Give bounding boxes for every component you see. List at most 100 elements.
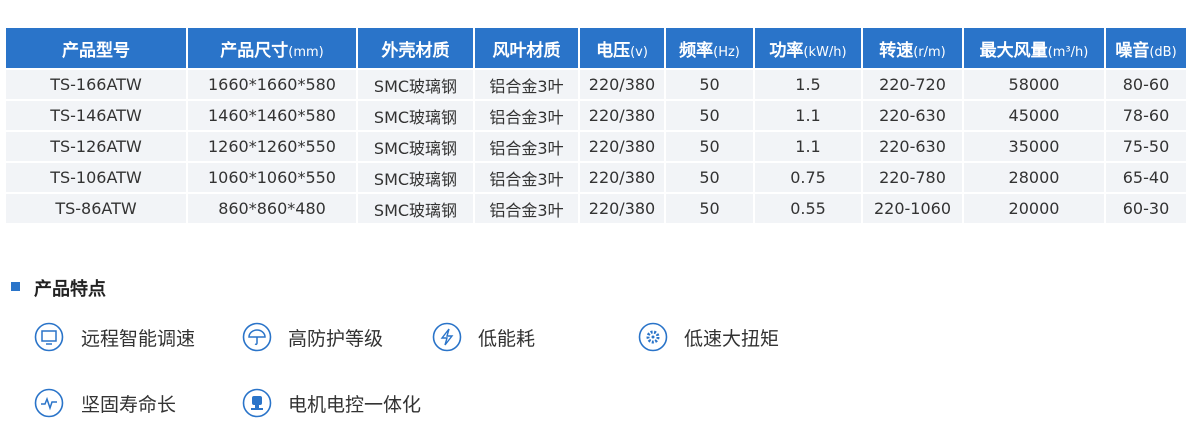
table-cell: 220-780 <box>863 163 962 192</box>
header-name: 频率 <box>679 40 714 61</box>
icon-torque <box>638 322 668 352</box>
table-cell: 1.1 <box>755 101 861 130</box>
header-cell: 功率(kW/h) <box>755 28 861 68</box>
section-marker <box>11 282 20 291</box>
header-unit: (kW/h) <box>803 44 847 60</box>
table-cell: 0.55 <box>755 194 861 223</box>
icon-protect <box>242 322 272 352</box>
table-cell: 35000 <box>964 132 1104 161</box>
table-cell: 220/380 <box>580 70 664 99</box>
table-cell: 1060*1060*550 <box>188 163 356 192</box>
header-cell: 电压(v) <box>580 28 664 68</box>
table-cell: TS-146ATW <box>6 101 186 130</box>
header-name: 风叶材质 <box>492 40 561 61</box>
header-unit: (v) <box>630 44 648 60</box>
table-cell: TS-166ATW <box>6 70 186 99</box>
header-unit: (m³/h) <box>1047 44 1089 60</box>
table-cell: 50 <box>666 132 753 161</box>
feature: 坚固寿命长 <box>81 394 177 416</box>
spec-table: 产品型号 产品尺寸(mm) 外壳材质 风叶材质 电压(v) 频率(Hz) 功率(kW/h) 转… <box>4 26 1188 225</box>
header-unit: (mm) <box>288 44 324 60</box>
header-cell: 风叶材质 <box>475 28 578 68</box>
icon-durable <box>34 388 64 418</box>
table-cell: SMC玻璃钢 <box>358 194 473 223</box>
header-cell: 频率(Hz) <box>666 28 753 68</box>
table-cell: 78-60 <box>1106 101 1186 130</box>
header-name: 最大风量 <box>979 40 1048 61</box>
table-cell: 20000 <box>964 194 1104 223</box>
table-cell: TS-106ATW <box>6 163 186 192</box>
table-cell: 1.1 <box>755 132 861 161</box>
header-name: 转速 <box>879 40 914 61</box>
feature: 高防护等级 <box>288 328 384 350</box>
header-unit: (r/m) <box>913 44 946 60</box>
table-cell: 28000 <box>964 163 1104 192</box>
header-unit: (Hz) <box>713 44 740 60</box>
header-name: 外壳材质 <box>381 40 450 61</box>
header-name: 产品型号 <box>62 40 130 61</box>
table-cell: 220-630 <box>863 132 962 161</box>
feature: 低能耗 <box>478 328 536 350</box>
table-cell: 58000 <box>964 70 1104 99</box>
icon-remote <box>34 322 64 352</box>
table-cell: 50 <box>666 101 753 130</box>
table-cell: SMC玻璃钢 <box>358 163 473 192</box>
header-cell: 最大风量(m³/h) <box>964 28 1104 68</box>
table-cell: 220/380 <box>580 101 664 130</box>
header-cell: 外壳材质 <box>358 28 473 68</box>
header-cell: 产品尺寸(mm) <box>188 28 356 68</box>
table-cell: 铝合金3叶 <box>475 70 578 99</box>
header-cell: 噪音(dB) <box>1106 28 1186 68</box>
table-cell: 45000 <box>964 101 1104 130</box>
header-cell: 产品型号 <box>6 28 186 68</box>
table-cell: 220-630 <box>863 101 962 130</box>
feature: 远程智能调速 <box>81 328 196 350</box>
feature: 低速大扭矩 <box>684 328 780 350</box>
table-cell: 65-40 <box>1106 163 1186 192</box>
table-cell: 220/380 <box>580 194 664 223</box>
table-cell: 1260*1260*550 <box>188 132 356 161</box>
table-body: TS-166ATW 1660*1660*580 SMC玻璃钢 铝合金3叶 220/380… <box>6 70 1186 223</box>
table-cell: 220/380 <box>580 163 664 192</box>
table-row: TS-146ATW 1460*1460*580 SMC玻璃钢 铝合金3叶 220/380… <box>6 101 1186 130</box>
table-cell: SMC玻璃钢 <box>358 101 473 130</box>
header-name: 电压 <box>596 40 631 61</box>
table-cell: 860*860*480 <box>188 194 356 223</box>
table-row: TS-166ATW 1660*1660*580 SMC玻璃钢 铝合金3叶 220/380… <box>6 70 1186 99</box>
icon-energy <box>432 322 462 352</box>
table-cell: 75-50 <box>1106 132 1186 161</box>
icon-integrated <box>242 388 272 418</box>
header-row: 产品型号 产品尺寸(mm) 外壳材质 风叶材质 电压(v) 频率(Hz) 功率(kW/h) 转… <box>6 28 1186 68</box>
table-cell: 60-30 <box>1106 194 1186 223</box>
table-cell: 220-720 <box>863 70 962 99</box>
table-cell: 50 <box>666 194 753 223</box>
table-cell: 220-1060 <box>863 194 962 223</box>
table-cell: 铝合金3叶 <box>475 163 578 192</box>
table-cell: SMC玻璃钢 <box>358 132 473 161</box>
table-row: TS-126ATW 1260*1260*550 SMC玻璃钢 铝合金3叶 220/380… <box>6 132 1186 161</box>
table-cell: 1660*1660*580 <box>188 70 356 99</box>
header-name: 产品尺寸 <box>220 40 289 61</box>
table-cell: SMC玻璃钢 <box>358 70 473 99</box>
header-name: 功率 <box>769 40 804 61</box>
table-cell: TS-86ATW <box>6 194 186 223</box>
header-cell: 转速(r/m) <box>863 28 962 68</box>
table-cell: 铝合金3叶 <box>475 101 578 130</box>
table-cell: 50 <box>666 70 753 99</box>
feature: 电机电控一体化 <box>288 394 422 416</box>
table-cell: 220/380 <box>580 132 664 161</box>
table-cell: 0.75 <box>755 163 861 192</box>
table-cell: 铝合金3叶 <box>475 132 578 161</box>
header-unit: (dB) <box>1149 44 1177 60</box>
table-cell: 50 <box>666 163 753 192</box>
table-cell: 1.5 <box>755 70 861 99</box>
table-cell: TS-126ATW <box>6 132 186 161</box>
table-row: TS-106ATW 1060*1060*550 SMC玻璃钢 铝合金3叶 220/380… <box>6 163 1186 192</box>
table-row: TS-86ATW 860*860*480 SMC玻璃钢 铝合金3叶 220/380 50 0… <box>6 194 1186 223</box>
table-cell: 80-60 <box>1106 70 1186 99</box>
section-title: 产品特点 <box>34 279 106 300</box>
table-cell: 1460*1460*580 <box>188 101 356 130</box>
header-name: 噪音 <box>1115 40 1150 61</box>
table-cell: 铝合金3叶 <box>475 194 578 223</box>
